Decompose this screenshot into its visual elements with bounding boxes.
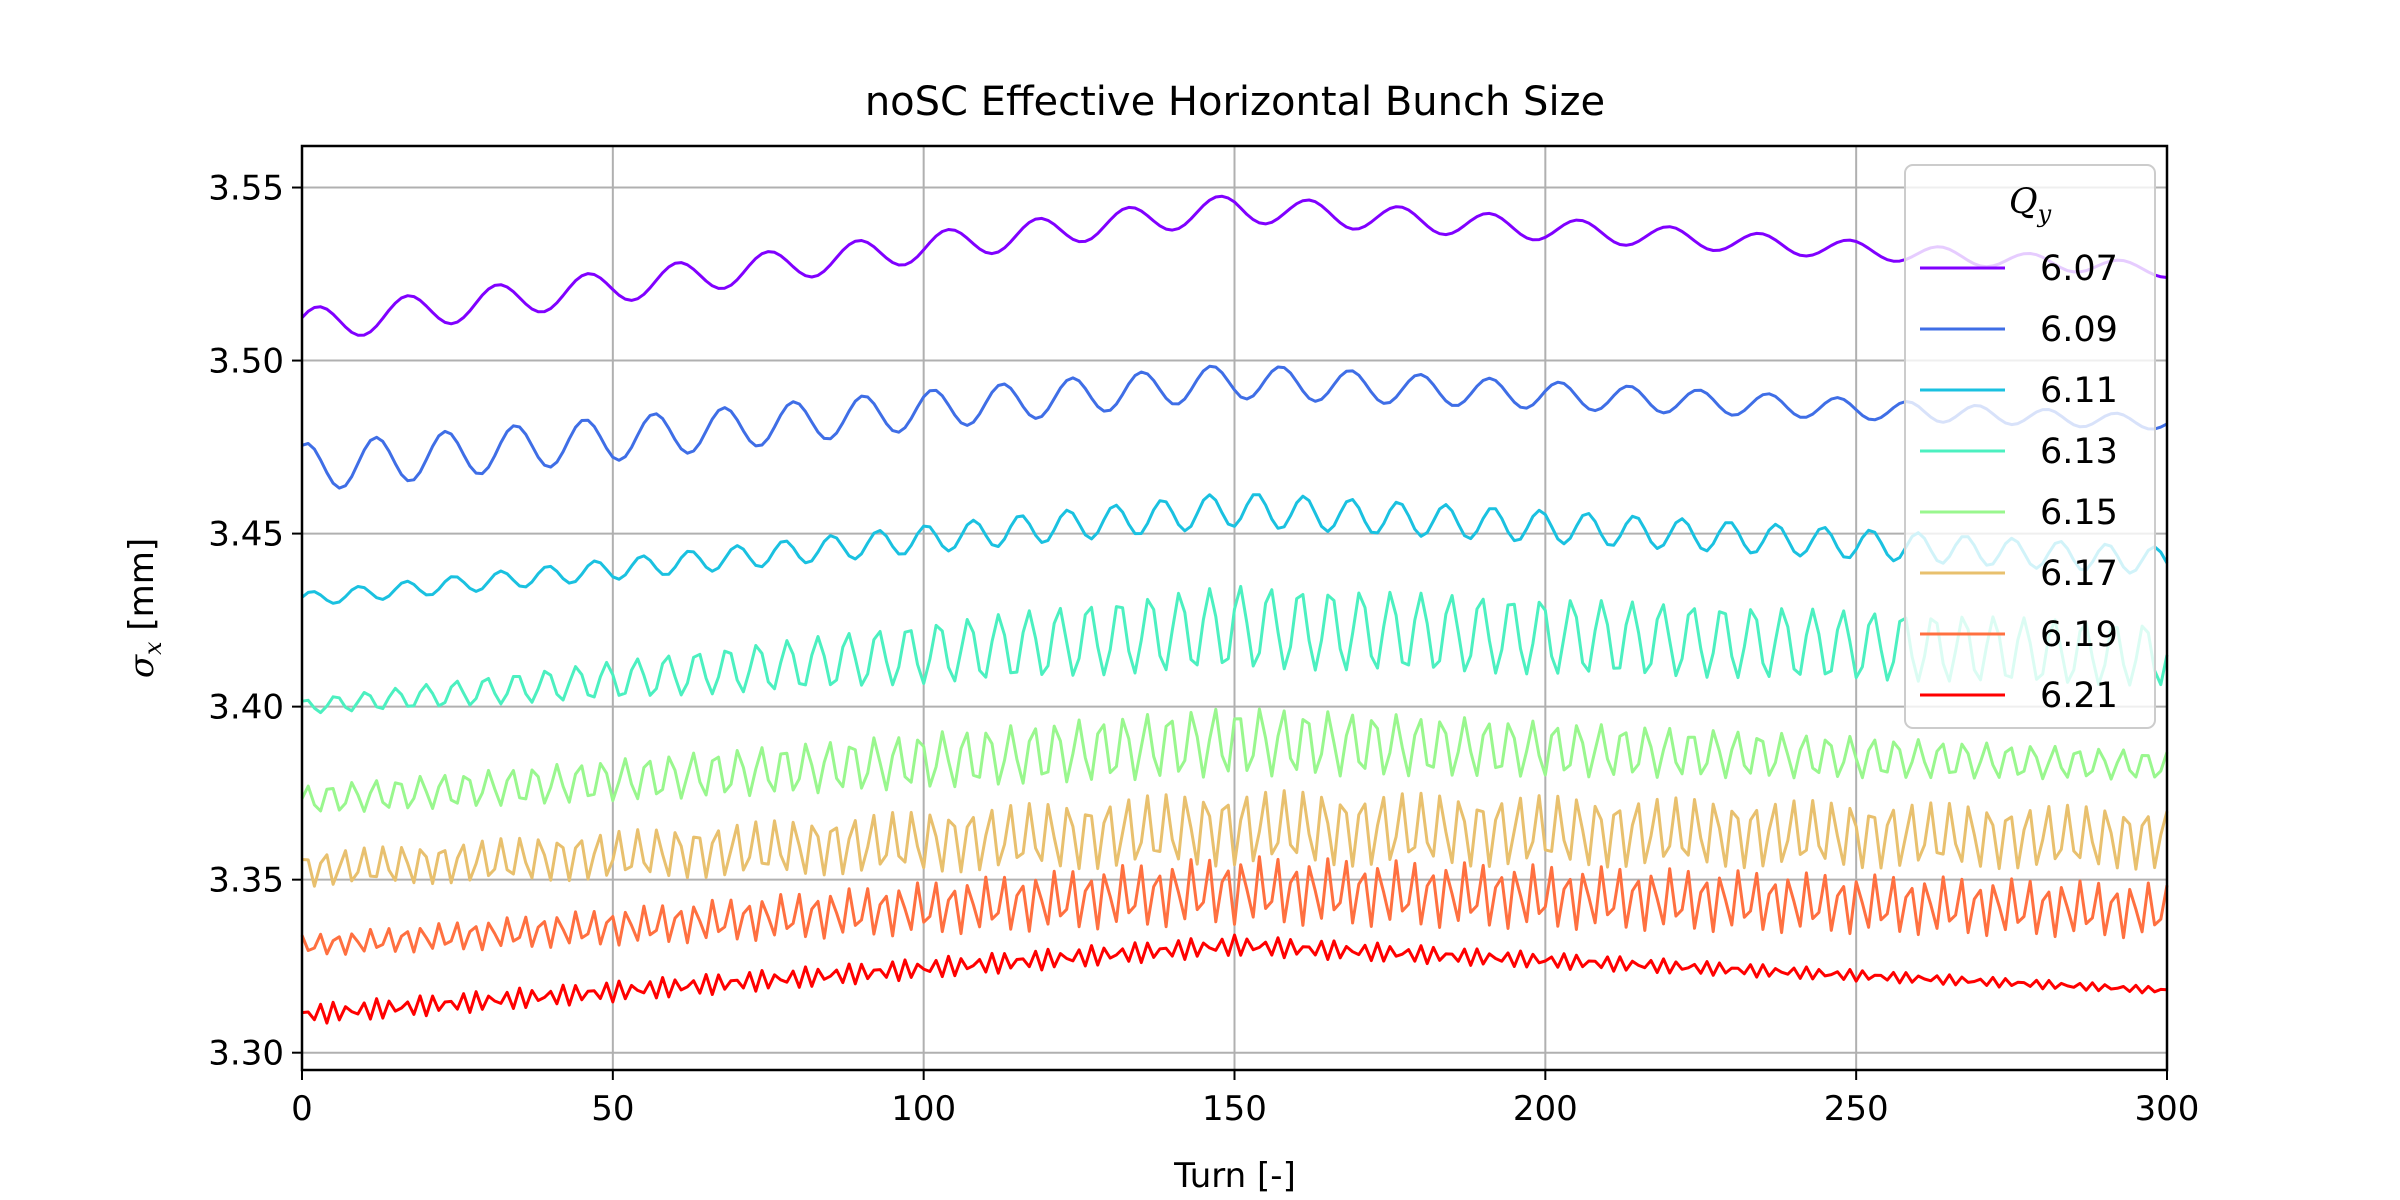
y-tick-label: 3.40 xyxy=(208,688,284,728)
series-line-6-07 xyxy=(300,194,2168,337)
chart-title: noSC Effective Horizontal Bunch Size xyxy=(865,79,1605,125)
x-axis-label: Turn [-] xyxy=(1173,1156,1296,1196)
y-axis-label-unit: [mm] xyxy=(122,538,162,642)
x-tick-label: 0 xyxy=(291,1089,313,1129)
legend: Qy 6.07 6.09 6.11 6.13 6.15 6.17 6.19 6.21 xyxy=(1904,164,2156,729)
legend-label: 6.19 xyxy=(2040,615,2118,655)
series-line-6-21 xyxy=(301,933,2168,1025)
y-axis-label-subscript: x xyxy=(139,641,167,655)
legend-box xyxy=(1904,164,2156,729)
y-tick-label: 3.55 xyxy=(208,169,284,209)
legend-label: 6.09 xyxy=(2040,310,2118,350)
y-tick-label: 3.45 xyxy=(208,515,284,555)
x-tick-label: 200 xyxy=(1513,1089,1578,1129)
series-line-6-13 xyxy=(301,584,2169,715)
series-line-6-15 xyxy=(300,707,2169,813)
legend-label: 6.21 xyxy=(2040,676,2118,716)
y-axis-label: σx [mm] xyxy=(122,538,167,678)
legend-label: 6.15 xyxy=(2040,493,2118,533)
x-tick-label: 150 xyxy=(1202,1089,1267,1129)
series-line-6-09 xyxy=(301,364,2168,490)
legend-title: Qy xyxy=(2009,182,2052,228)
y-axis-label-symbol: σ xyxy=(122,654,162,678)
series-line-6-11 xyxy=(301,493,2169,605)
y-tick-label: 3.35 xyxy=(208,861,284,901)
y-tick-label: 3.50 xyxy=(208,342,284,382)
grid xyxy=(301,146,2168,1070)
legend-title-subscript: y xyxy=(2037,200,2052,228)
legend-label: 6.13 xyxy=(2040,432,2118,472)
x-tick-label: 50 xyxy=(591,1089,634,1129)
x-tick-label: 250 xyxy=(1824,1089,1889,1129)
series-layer xyxy=(300,194,2169,1025)
legend-title-main: Q xyxy=(2009,182,2038,222)
legend-label: 6.11 xyxy=(2040,371,2118,411)
legend-label: 6.07 xyxy=(2040,249,2118,289)
series-line-6-19 xyxy=(300,855,2169,956)
series-line-6-17 xyxy=(301,789,2169,888)
ticks: 0 50 100 150 200 250 300 3.30 3.35 3.40 3.45 3.50 3.… xyxy=(208,169,2199,1129)
legend-label: 6.17 xyxy=(2040,554,2118,594)
x-tick-label: 300 xyxy=(2135,1089,2200,1129)
x-tick-label: 100 xyxy=(891,1089,956,1129)
y-tick-label: 3.30 xyxy=(208,1034,284,1074)
